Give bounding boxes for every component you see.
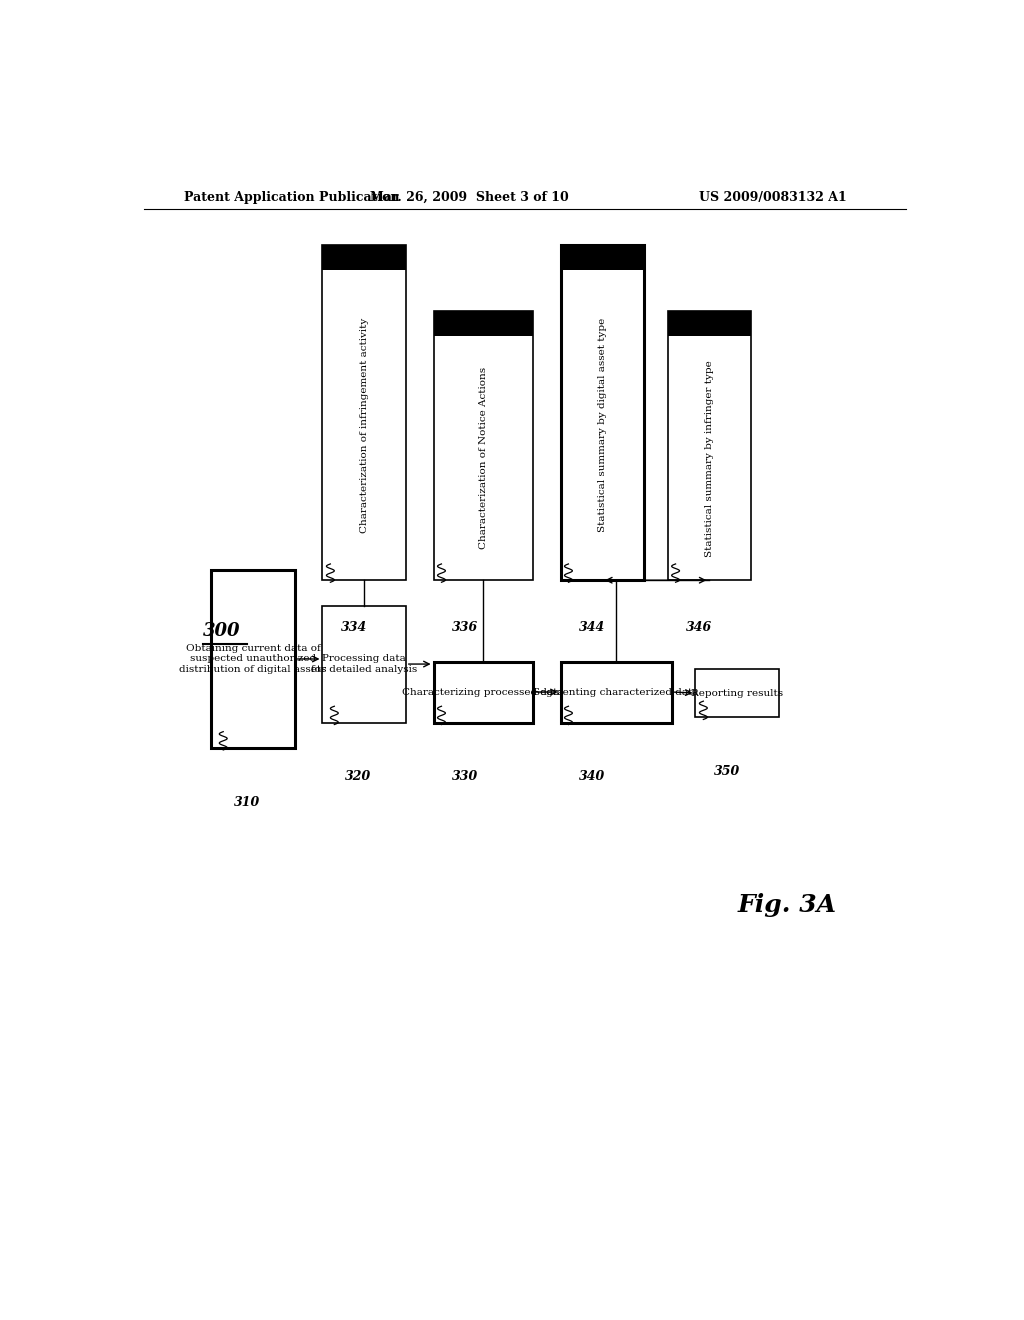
Bar bbox=[433, 661, 532, 722]
Bar bbox=[433, 312, 532, 337]
Text: 330: 330 bbox=[452, 771, 478, 783]
Bar bbox=[211, 570, 295, 748]
Bar bbox=[560, 244, 644, 581]
Bar bbox=[323, 606, 406, 722]
Text: 334: 334 bbox=[341, 620, 367, 634]
Text: Processing data
for detailed analysis: Processing data for detailed analysis bbox=[311, 655, 417, 673]
Text: Statistical summary by infringer type: Statistical summary by infringer type bbox=[705, 360, 714, 557]
Text: 350: 350 bbox=[714, 766, 740, 779]
Bar bbox=[323, 244, 406, 581]
Bar bbox=[560, 244, 644, 271]
Text: Obtaining current data of
suspected unauthorized
distribution of digital assets: Obtaining current data of suspected unau… bbox=[179, 644, 327, 675]
Text: Characterization of Notice Actions: Characterization of Notice Actions bbox=[478, 367, 487, 549]
Text: 346: 346 bbox=[686, 620, 712, 634]
Bar bbox=[323, 244, 406, 271]
Text: 344: 344 bbox=[579, 620, 605, 634]
Bar bbox=[560, 661, 672, 722]
Bar bbox=[695, 669, 778, 718]
Text: 336: 336 bbox=[452, 620, 478, 634]
Text: Patent Application Publication: Patent Application Publication bbox=[183, 190, 399, 203]
Bar bbox=[668, 312, 751, 581]
Text: Characterizing processed data: Characterizing processed data bbox=[402, 688, 564, 697]
Text: 300: 300 bbox=[204, 622, 241, 640]
Text: Mar. 26, 2009  Sheet 3 of 10: Mar. 26, 2009 Sheet 3 of 10 bbox=[370, 190, 568, 203]
Bar bbox=[668, 312, 751, 337]
Text: 340: 340 bbox=[579, 771, 605, 783]
Text: Fig. 3A: Fig. 3A bbox=[737, 894, 837, 917]
Text: 320: 320 bbox=[345, 771, 371, 783]
Text: Statistical summary by digital asset type: Statistical summary by digital asset typ… bbox=[598, 318, 606, 532]
Bar bbox=[433, 312, 532, 581]
Text: Reporting results: Reporting results bbox=[691, 689, 783, 697]
Text: Characterization of infringement activity: Characterization of infringement activit… bbox=[359, 318, 369, 533]
Text: US 2009/0083132 A1: US 2009/0083132 A1 bbox=[699, 190, 847, 203]
Text: Segmenting characterized data: Segmenting characterized data bbox=[534, 688, 698, 697]
Text: 310: 310 bbox=[233, 796, 260, 809]
